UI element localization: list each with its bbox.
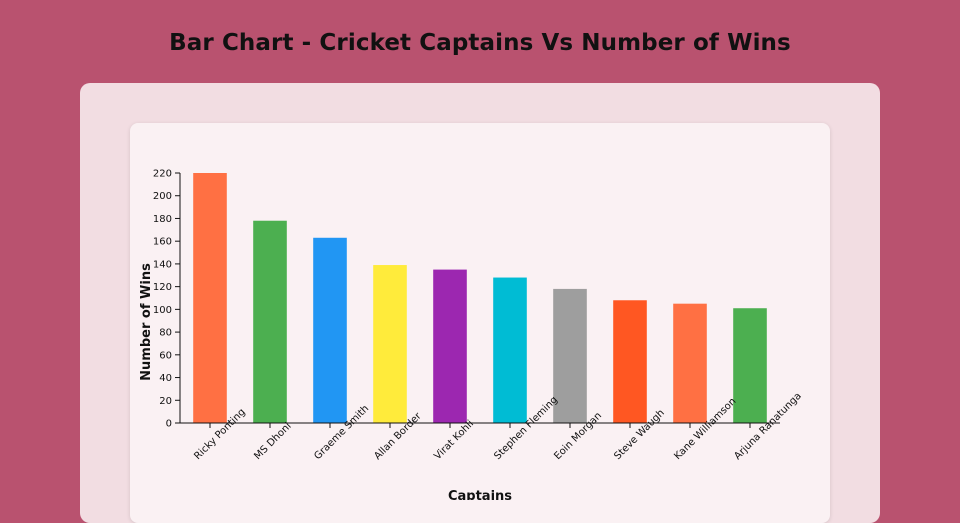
y-tick-label: 60 [159,350,172,361]
page-title: Bar Chart - Cricket Captains Vs Number o… [169,30,791,56]
bar-virat-kohli [433,269,467,423]
bar-arjuna-ranatunga [733,308,767,423]
bar-stephen-fleming [493,277,527,423]
bar-kane-williamson [673,303,707,423]
y-axis-title: Number of Wins [139,263,154,381]
y-tick-label: 100 [153,305,172,316]
bar-steve-waugh [613,300,647,423]
x-tick-label: MS Dhoni [252,421,293,462]
y-tick-label: 80 [159,328,172,339]
bar-ricky-ponting [193,173,227,423]
chart-card [130,123,830,523]
y-tick-label: 40 [159,373,172,384]
x-tick-label: Virat Kohli [432,418,476,462]
y-axis: 0 20 40 60 80 100 120 140 160 180 200 220 [153,169,181,430]
x-axis-title: Captains [448,489,512,500]
bars-group [193,173,767,423]
bar-eoin-morgan [553,288,587,423]
y-tick-label: 20 [159,396,172,407]
y-tick-label: 200 [153,191,172,202]
y-tick-label: 120 [153,282,172,293]
y-tick-label: 180 [153,214,172,225]
bar-graeme-smith [313,237,347,423]
y-tick-label: 160 [153,237,172,248]
y-tick-label: 140 [153,259,172,270]
y-tick-label: 0 [166,419,172,430]
y-tick-label: 220 [153,169,172,180]
bar-ms-dhoni [253,220,287,423]
bar-allan-border [373,265,407,423]
